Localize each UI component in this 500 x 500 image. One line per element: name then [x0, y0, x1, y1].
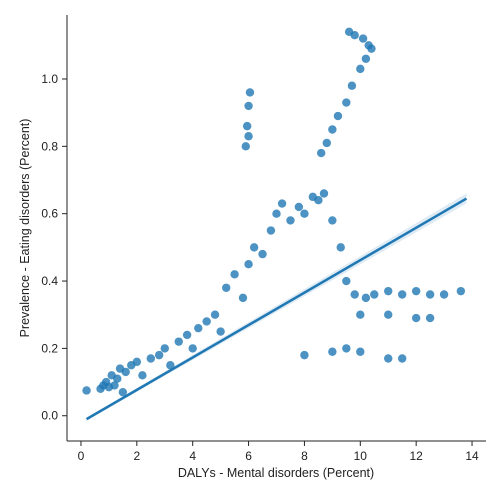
data-point — [384, 310, 393, 319]
data-point — [202, 317, 211, 326]
data-point — [300, 350, 309, 360]
data-point — [300, 209, 309, 218]
data-point — [138, 371, 147, 380]
data-point — [342, 98, 351, 107]
data-point — [398, 290, 407, 299]
data-point — [113, 374, 122, 383]
data-point — [350, 290, 359, 299]
data-point — [439, 290, 449, 299]
y-tick-label: 0.0 — [41, 409, 58, 423]
data-point — [174, 337, 183, 346]
x-tick-label: 14 — [465, 449, 479, 463]
data-point — [272, 209, 281, 218]
data-point — [361, 54, 371, 63]
data-point — [314, 196, 323, 205]
data-point — [361, 293, 371, 303]
data-point — [411, 313, 421, 323]
data-point — [242, 121, 252, 131]
data-point — [182, 330, 192, 340]
data-point — [336, 243, 345, 252]
x-tick-label: 8 — [301, 449, 308, 463]
data-point — [398, 354, 407, 363]
y-tick-label: 0.2 — [41, 341, 58, 355]
x-ticks-layer: 0 2 4 6 8 10 12 14 — [78, 441, 479, 463]
data-point — [342, 276, 351, 286]
data-point — [370, 290, 379, 299]
data-point — [384, 286, 393, 296]
data-point — [384, 354, 393, 363]
data-point — [266, 226, 276, 235]
data-point — [121, 367, 130, 377]
x-tick-label: 0 — [78, 449, 85, 463]
data-point — [216, 327, 225, 336]
data-point — [245, 88, 255, 97]
y-ticks-layer: 0.0 0.2 0.4 0.6 0.8 1.0 — [41, 72, 67, 423]
x-tick-label: 6 — [245, 449, 252, 463]
data-point — [132, 357, 142, 367]
data-point — [347, 81, 357, 90]
data-point — [277, 199, 287, 208]
data-point — [367, 44, 376, 53]
y-axis-label: Prevalence - Eating disorders (Percent) — [18, 119, 32, 338]
data-point — [188, 344, 197, 353]
data-point — [249, 243, 259, 252]
data-point — [244, 260, 253, 269]
data-point — [241, 142, 250, 151]
data-point — [356, 64, 365, 74]
data-point — [328, 216, 337, 225]
data-point — [110, 381, 119, 390]
points-layer — [82, 27, 466, 397]
data-point — [154, 350, 164, 360]
data-point — [358, 34, 368, 43]
x-axis-label: DALYs - Mental disorders (Percent) — [178, 466, 374, 480]
data-point — [194, 323, 203, 333]
data-point — [294, 202, 304, 212]
data-point — [425, 313, 435, 323]
x-tick-label: 10 — [354, 449, 368, 463]
data-point — [328, 125, 337, 134]
data-point — [425, 290, 435, 299]
data-point — [344, 27, 354, 37]
data-point — [222, 283, 231, 292]
data-point — [411, 286, 421, 296]
data-point — [342, 344, 351, 353]
data-point — [118, 387, 128, 397]
data-point — [230, 270, 239, 279]
y-tick-label: 0.4 — [41, 274, 58, 288]
regression-line-layer — [85, 197, 468, 421]
regression-line — [85, 197, 468, 421]
y-tick-label: 0.6 — [41, 207, 58, 221]
data-point — [258, 249, 267, 259]
data-point — [82, 386, 91, 395]
data-point — [319, 189, 329, 198]
data-point — [356, 347, 365, 356]
x-tick-label: 2 — [133, 449, 140, 463]
data-point — [356, 310, 365, 319]
y-tick-label: 0.8 — [41, 139, 58, 153]
data-point — [456, 286, 466, 296]
data-point — [166, 361, 175, 370]
data-point — [316, 148, 326, 158]
data-point — [146, 354, 155, 363]
data-point — [286, 216, 295, 225]
data-point — [328, 347, 337, 356]
data-point — [322, 138, 331, 148]
data-point — [244, 101, 253, 111]
x-tick-label: 12 — [409, 449, 423, 463]
data-point — [244, 132, 253, 141]
data-point — [160, 344, 169, 353]
y-tick-label: 1.0 — [41, 72, 58, 86]
data-point — [333, 111, 343, 121]
x-tick-label: 4 — [189, 449, 196, 463]
data-point — [238, 293, 248, 303]
data-point — [210, 310, 220, 319]
